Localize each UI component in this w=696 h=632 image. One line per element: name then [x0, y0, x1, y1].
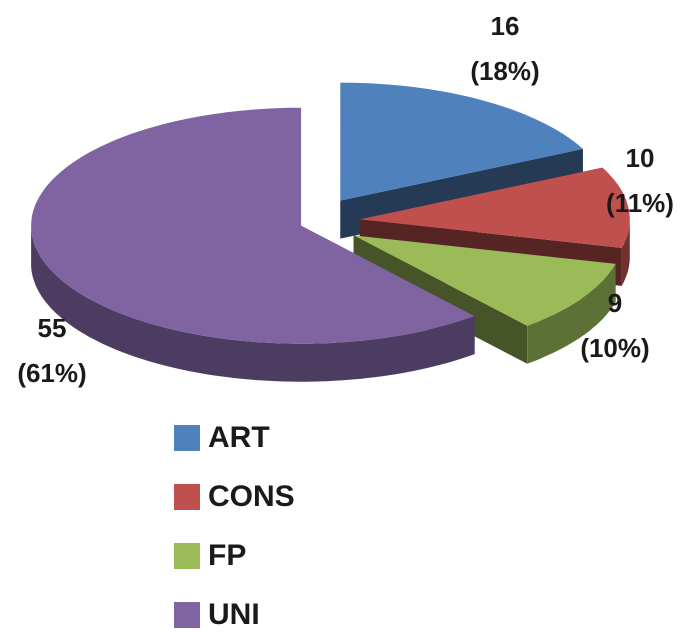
legend-label: ART — [208, 421, 270, 454]
data-label: 55 — [38, 313, 67, 343]
slice — [353, 235, 616, 326]
slice-side — [621, 219, 630, 286]
legend-label: UNI — [208, 598, 260, 631]
pie — [31, 82, 630, 382]
data-label: (18%) — [470, 56, 539, 86]
slice — [359, 167, 630, 248]
legend-swatch — [174, 425, 200, 451]
data-label: 16 — [491, 11, 520, 41]
legend: ART CONS FP UNI — [174, 421, 295, 631]
legend-label: FP — [208, 539, 246, 572]
legend-swatch — [174, 543, 200, 569]
data-label: (11%) — [606, 188, 674, 218]
data-label: 10 — [626, 143, 655, 173]
slice-side — [31, 225, 475, 382]
data-labels: 16 (18%) 10 (11%) 9 (10%) 55 (61%) — [17, 11, 674, 388]
slice — [31, 107, 475, 344]
data-label: (61%) — [17, 358, 86, 388]
data-label: (10%) — [580, 333, 649, 363]
legend-label: CONS — [208, 480, 295, 513]
legend-swatch — [174, 484, 200, 510]
data-label: 9 — [608, 288, 622, 318]
slice-side — [527, 263, 616, 364]
slice — [340, 82, 583, 201]
legend-swatch — [174, 602, 200, 628]
